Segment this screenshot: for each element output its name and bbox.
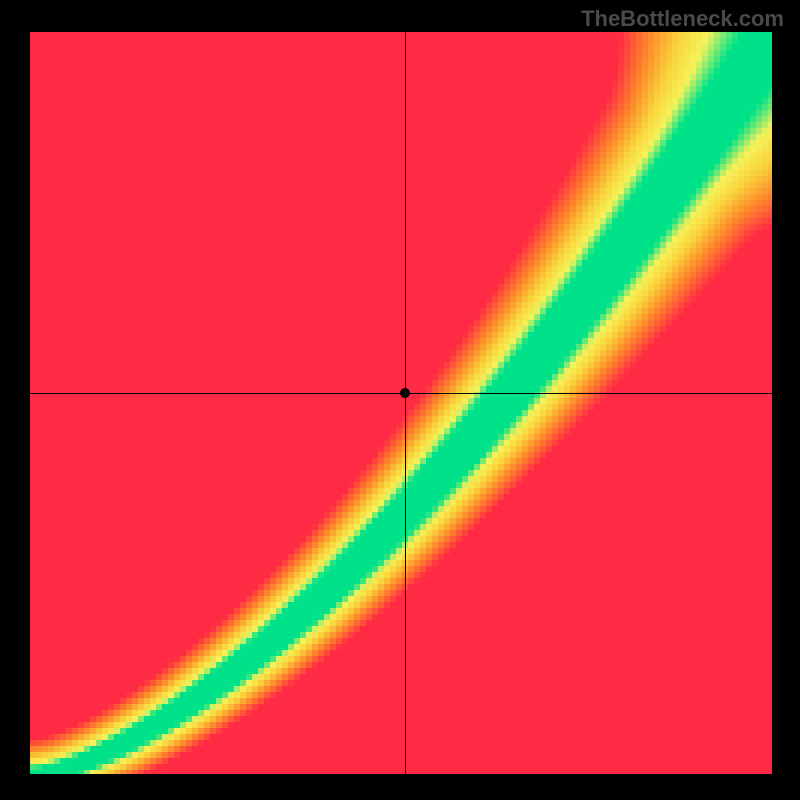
chart-container: TheBottleneck.com (0, 0, 800, 800)
crosshair-vertical (405, 32, 406, 774)
watermark-text: TheBottleneck.com (581, 6, 784, 32)
target-point-marker (400, 388, 410, 398)
heatmap-canvas (30, 32, 772, 774)
